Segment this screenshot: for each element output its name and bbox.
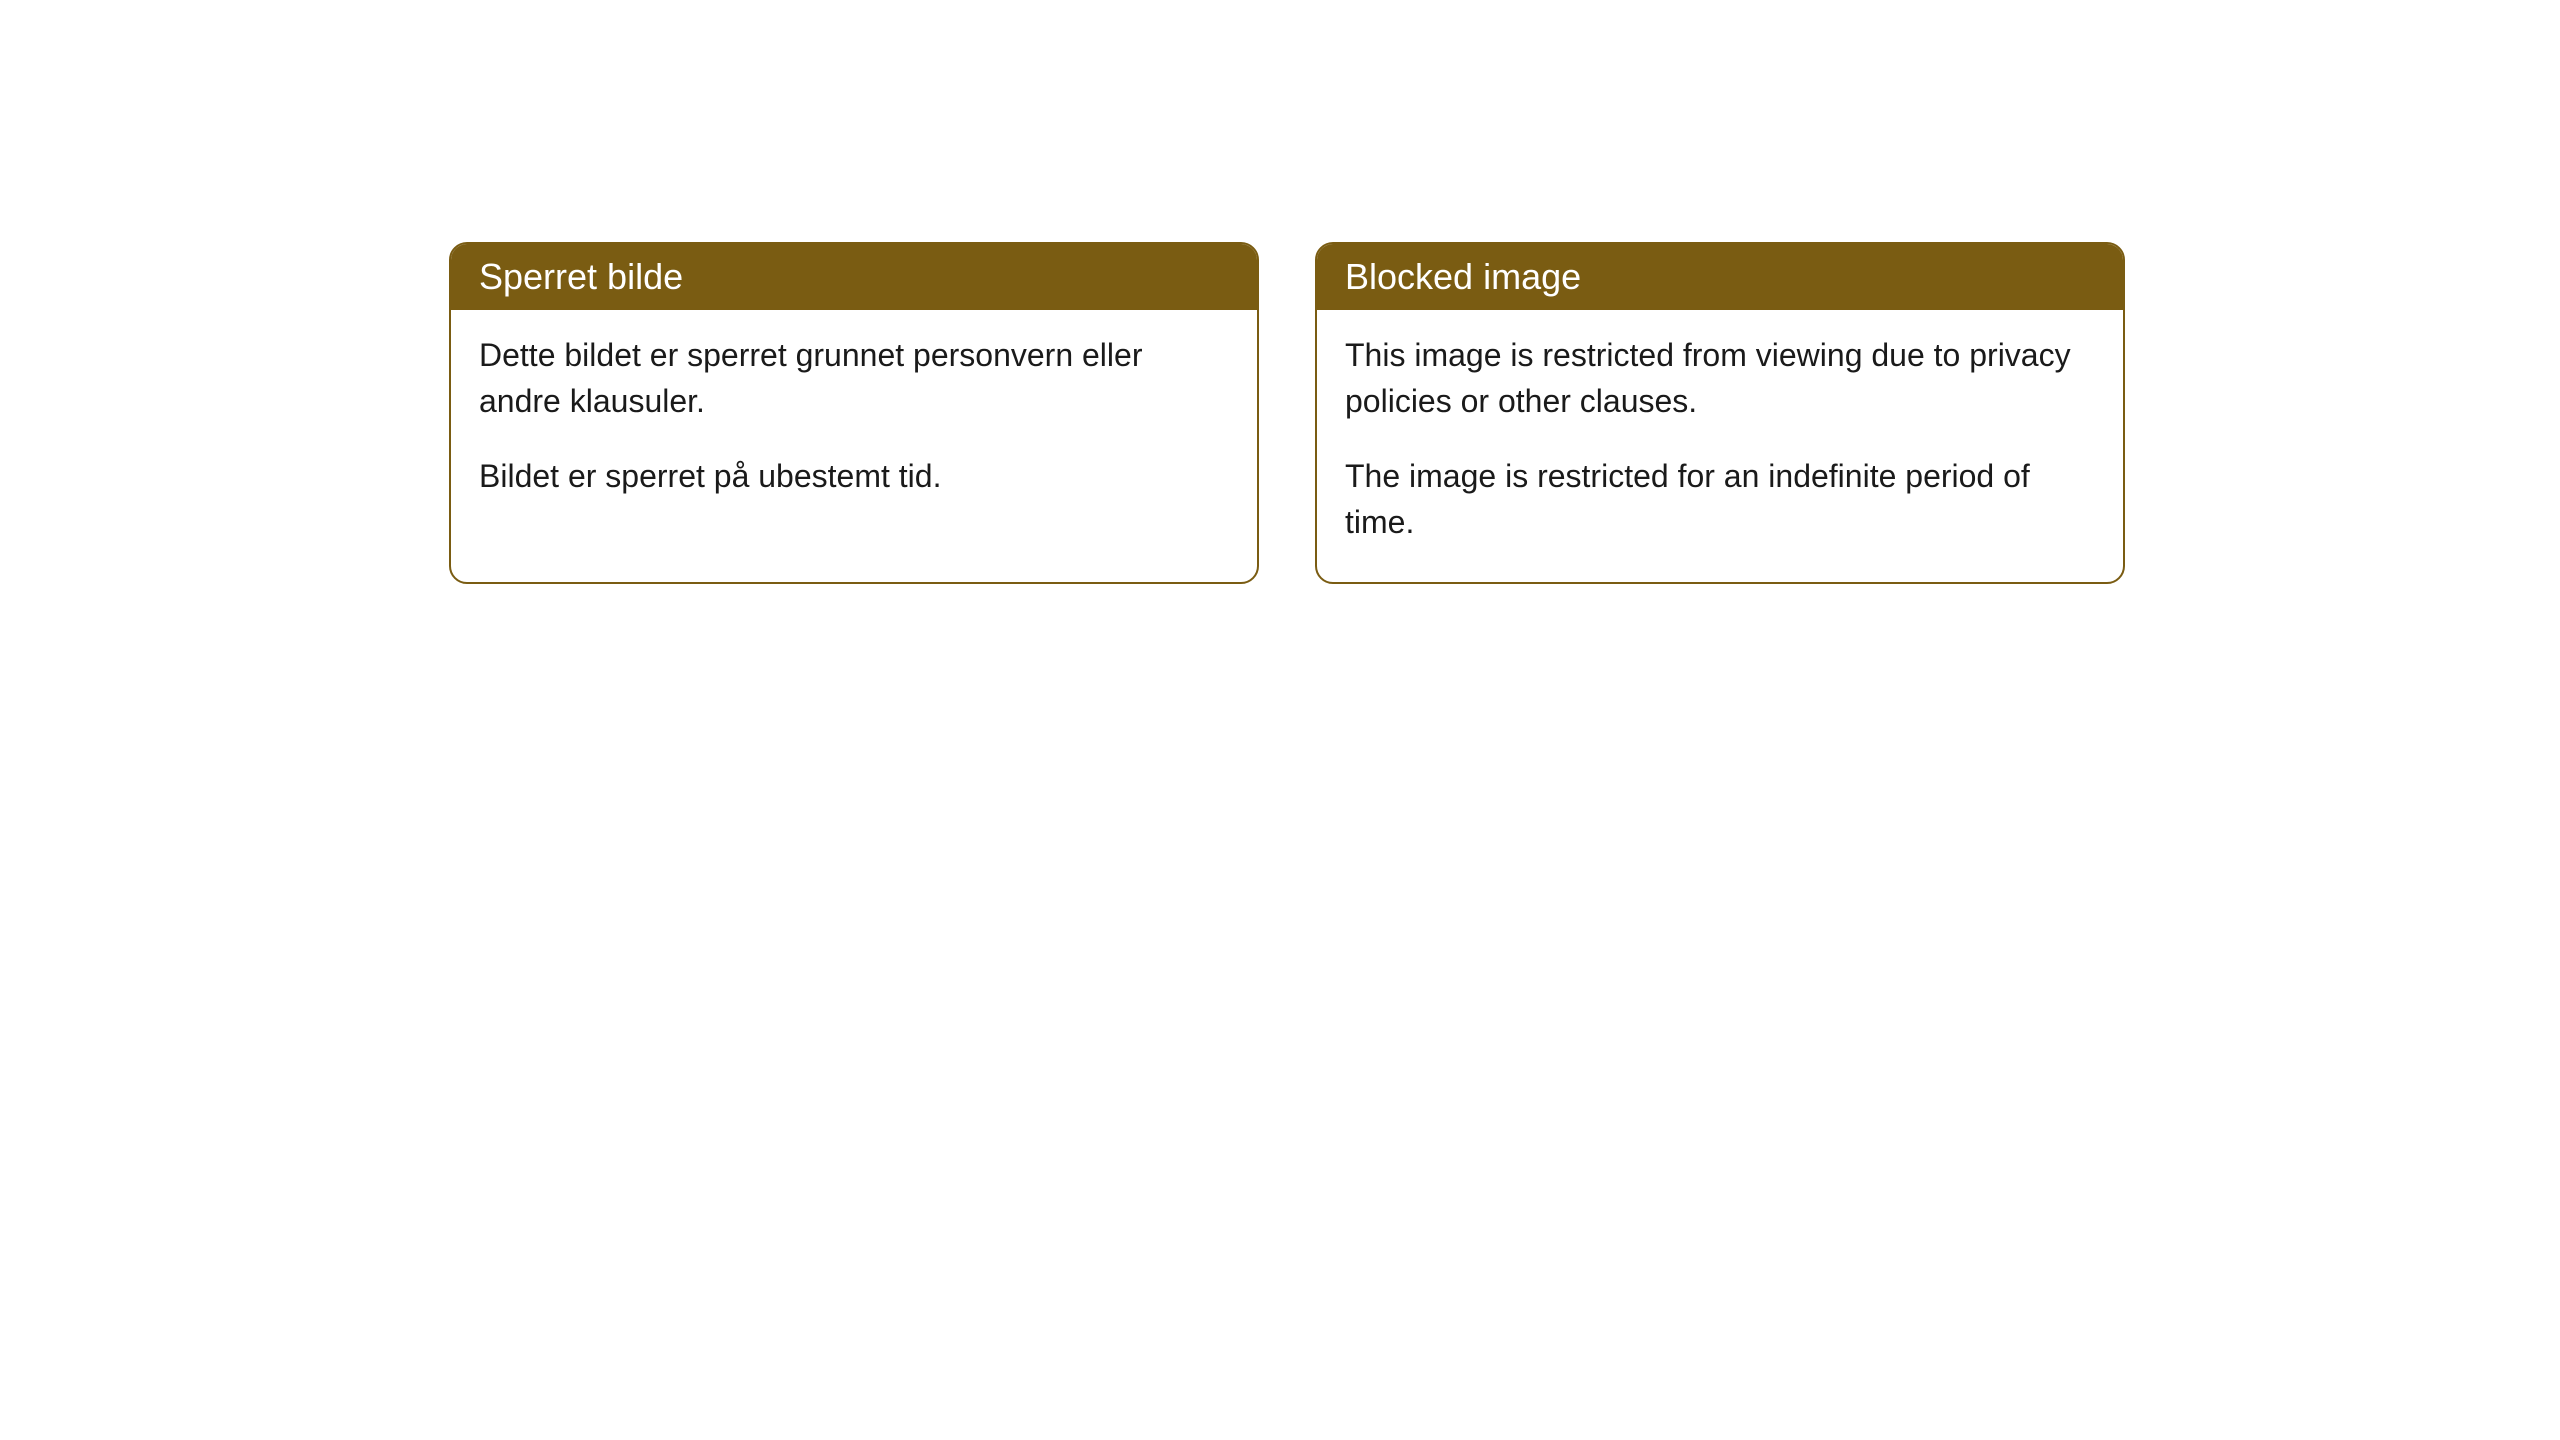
card-paragraph: This image is restricted from viewing du… xyxy=(1345,332,2095,425)
card-title: Blocked image xyxy=(1345,256,1581,297)
card-paragraph: The image is restricted for an indefinit… xyxy=(1345,453,2095,546)
card-body: This image is restricted from viewing du… xyxy=(1317,310,2123,582)
card-paragraph: Dette bildet er sperret grunnet personve… xyxy=(479,332,1229,425)
notice-cards-container: Sperret bilde Dette bildet er sperret gr… xyxy=(449,242,2125,584)
notice-card-norwegian: Sperret bilde Dette bildet er sperret gr… xyxy=(449,242,1259,584)
card-paragraph: Bildet er sperret på ubestemt tid. xyxy=(479,453,1229,499)
card-header: Blocked image xyxy=(1317,244,2123,310)
notice-card-english: Blocked image This image is restricted f… xyxy=(1315,242,2125,584)
card-body: Dette bildet er sperret grunnet personve… xyxy=(451,310,1257,535)
card-title: Sperret bilde xyxy=(479,256,683,297)
card-header: Sperret bilde xyxy=(451,244,1257,310)
